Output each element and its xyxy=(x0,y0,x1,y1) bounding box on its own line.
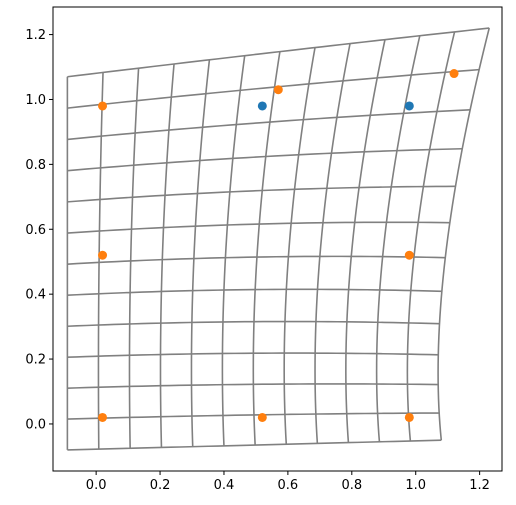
x-tick-label: 1.0 xyxy=(405,478,426,493)
y-tick-label: 1.2 xyxy=(25,28,46,43)
scatter-point xyxy=(98,101,108,111)
y-tick-label: 0.4 xyxy=(25,288,46,303)
scatter-point xyxy=(257,101,267,111)
x-tick-label: 0.0 xyxy=(86,478,107,493)
x-tick-label: 0.6 xyxy=(278,478,299,493)
grid-line-vertical xyxy=(437,27,490,441)
x-tick-label: 0.8 xyxy=(341,478,362,493)
plot-frame xyxy=(52,6,503,472)
grid-line-horizontal xyxy=(67,68,480,109)
y-tick-label: 1.0 xyxy=(25,93,46,108)
x-axis: 0.0 0.2 0.4 0.6 0.8 1.0 1.2 xyxy=(86,471,490,493)
y-tick-label: 0.2 xyxy=(25,353,46,368)
x-tick-label: 1.2 xyxy=(469,478,490,493)
grid-line-vertical xyxy=(375,35,421,442)
scatter-points xyxy=(98,69,459,422)
scatter-point xyxy=(98,412,108,422)
y-tick-label: 0.6 xyxy=(25,223,46,238)
scatter-point xyxy=(404,101,414,111)
scatter-point xyxy=(449,69,459,79)
grid-line-horizontal xyxy=(67,27,490,78)
y-tick-label: 0.8 xyxy=(25,158,46,173)
scatter-point xyxy=(404,250,414,260)
scatter-point xyxy=(404,412,414,422)
scatter-point xyxy=(273,85,283,95)
scatter-point xyxy=(257,412,267,422)
x-tick-label: 0.2 xyxy=(150,478,171,493)
x-tick-label: 0.4 xyxy=(214,478,235,493)
scatter-point xyxy=(98,250,108,260)
y-axis: 0.0 0.2 0.4 0.6 0.8 1.0 1.2 xyxy=(25,28,53,432)
grid-line-vertical xyxy=(406,31,456,442)
y-tick-label: 0.0 xyxy=(25,417,46,432)
deformed-grid xyxy=(66,27,490,451)
